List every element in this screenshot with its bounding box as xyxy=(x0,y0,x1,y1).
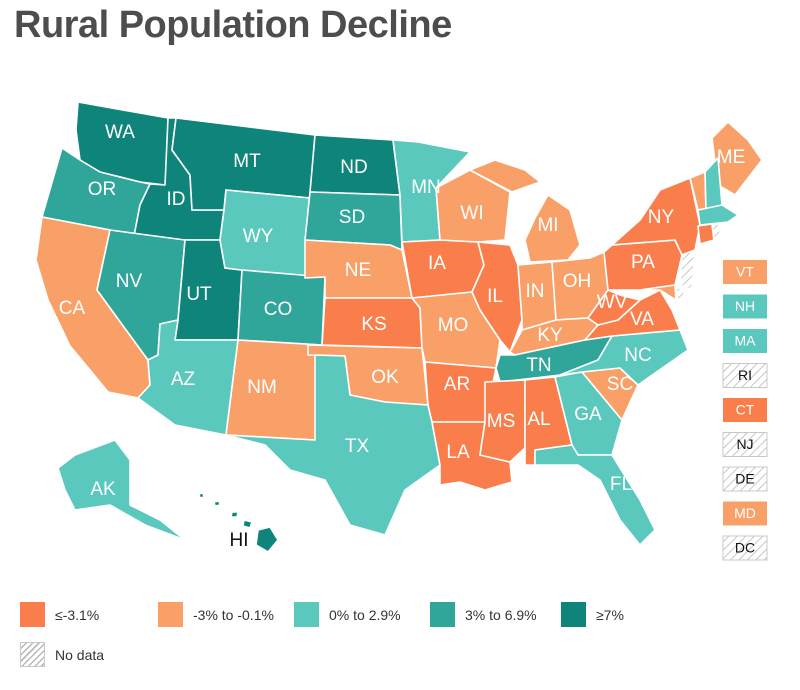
label-mn: MN xyxy=(411,177,441,198)
label-fl: FL xyxy=(610,474,632,495)
label-ks: KS xyxy=(361,314,386,335)
box-ct[interactable] xyxy=(723,398,767,422)
state-az[interactable] xyxy=(137,319,239,436)
state-ri[interactable] xyxy=(711,223,721,241)
label-ok: OK xyxy=(371,367,399,388)
legend-swatch xyxy=(20,602,45,627)
label-mt: MT xyxy=(233,151,261,172)
label-ms: MS xyxy=(487,411,516,432)
label-tn: TN xyxy=(526,355,551,376)
state-nc[interactable] xyxy=(559,329,689,386)
legend-item-5: No data xyxy=(20,642,104,667)
box-md[interactable] xyxy=(723,501,767,526)
box-label-dc: DC xyxy=(735,540,755,556)
label-mi: MI xyxy=(537,215,558,236)
legend-swatch xyxy=(430,602,455,627)
label-nm: NM xyxy=(247,377,277,398)
legend-swatch xyxy=(561,602,586,627)
label-sd: SD xyxy=(339,207,365,228)
state-ma[interactable] xyxy=(697,204,739,226)
state-de[interactable] xyxy=(675,287,685,303)
label-nc: NC xyxy=(624,345,651,366)
state-mi[interactable] xyxy=(524,194,581,263)
box-dc[interactable] xyxy=(722,535,768,561)
label-ia: IA xyxy=(428,253,446,274)
label-ut: UT xyxy=(186,284,212,305)
legend-swatch xyxy=(158,602,183,627)
box-label-ri: RI xyxy=(738,367,752,383)
box-label-ct: CT xyxy=(736,402,755,418)
label-nv: NV xyxy=(116,271,143,292)
box-label-nj: NJ xyxy=(736,436,753,452)
label-al: AL xyxy=(527,409,550,430)
label-ky: KY xyxy=(537,325,563,346)
box-label-md: MD xyxy=(734,505,756,521)
state-mi-upper[interactable] xyxy=(469,159,541,193)
label-co: CO xyxy=(264,299,293,320)
legend-label: -3% to -0.1% xyxy=(193,606,274,623)
legend-item-4: ≥7% xyxy=(561,602,624,627)
state-tx[interactable] xyxy=(225,354,441,536)
state-hi[interactable] xyxy=(198,492,279,553)
box-label-ma: MA xyxy=(735,333,757,349)
box-nj[interactable] xyxy=(722,432,768,457)
legend-swatch xyxy=(294,602,319,627)
box-label-de: DE xyxy=(735,471,754,487)
legend-label: ≥7% xyxy=(596,606,624,623)
label-oh: OH xyxy=(563,271,592,292)
label-id: ID xyxy=(167,189,186,210)
label-wi: WI xyxy=(460,203,483,224)
box-vt[interactable] xyxy=(723,260,767,284)
legend-item-3: 3% to 6.9% xyxy=(430,602,537,627)
label-wv: WV xyxy=(597,292,628,313)
map-title: Rural Population Decline xyxy=(14,4,452,46)
legend-label: 3% to 6.9% xyxy=(465,606,537,623)
label-va: VA xyxy=(630,309,654,330)
box-de[interactable] xyxy=(722,466,768,492)
legend-item-0: ≤-3.1% xyxy=(20,602,99,627)
label-ak: AK xyxy=(90,479,116,500)
box-label-vt: VT xyxy=(736,264,754,280)
box-nh[interactable] xyxy=(723,294,767,319)
label-wy: WY xyxy=(243,226,274,247)
legend-item-1: -3% to -0.1% xyxy=(158,602,274,627)
label-mo: MO xyxy=(438,315,469,336)
legend: ≤-3.1% -3% to -0.1% 0% to 2.9% 3% to 6.9% ≥7… xyxy=(0,590,800,670)
legend-item-2: 0% to 2.9% xyxy=(294,602,401,627)
us-choropleth-map: WA OR CA ID NV UT AZ MT WY CO NM ND SD N… xyxy=(35,101,768,561)
label-in: IN xyxy=(526,281,545,302)
label-nd: ND xyxy=(340,157,367,178)
small-state-boxes: VT NH MA RI CT NJ DE MD DC xyxy=(722,260,768,561)
label-wa: WA xyxy=(105,122,135,143)
legend-swatch xyxy=(20,642,45,667)
state-nj[interactable] xyxy=(679,249,696,291)
legend-label: No data xyxy=(55,646,105,663)
state-fl[interactable] xyxy=(534,444,656,546)
label-tx: TX xyxy=(345,436,370,457)
state-il[interactable] xyxy=(471,241,523,353)
state-labels: WA OR CA ID NV UT AZ MT WY CO NM ND SD N… xyxy=(59,122,745,551)
state-ak[interactable] xyxy=(57,439,186,541)
label-sc: SC xyxy=(607,374,633,395)
label-hi: HI xyxy=(230,530,249,551)
label-ne: NE xyxy=(345,260,371,281)
label-or: OR xyxy=(88,179,117,200)
legend-label: 0% to 2.9% xyxy=(329,606,401,623)
box-label-nh: NH xyxy=(735,298,755,314)
label-pa: PA xyxy=(631,252,655,273)
box-ri[interactable] xyxy=(722,363,768,388)
state-md[interactable] xyxy=(639,284,677,301)
label-ar: AR xyxy=(444,374,470,395)
label-az: AZ xyxy=(171,369,196,390)
label-il: IL xyxy=(487,286,503,307)
label-ga: GA xyxy=(574,404,602,425)
legend-label: ≤-3.1% xyxy=(55,606,100,623)
label-la: LA xyxy=(446,442,470,463)
box-ma[interactable] xyxy=(723,329,767,353)
label-ca: CA xyxy=(59,298,86,319)
label-me: ME xyxy=(717,147,746,168)
label-ny: NY xyxy=(648,207,675,228)
